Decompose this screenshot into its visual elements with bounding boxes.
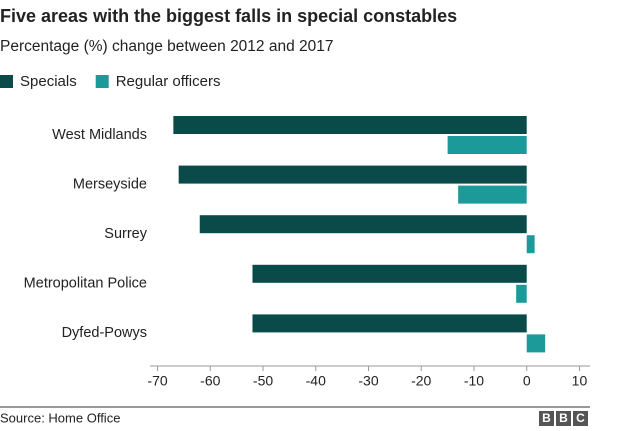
x-tick-label: -70 bbox=[147, 373, 167, 389]
y-tick-label: Metropolitan Police bbox=[24, 276, 147, 292]
logo-block bbox=[539, 411, 554, 426]
logo-letter: C bbox=[576, 411, 585, 425]
bar bbox=[252, 314, 527, 333]
y-tick-label: Surrey bbox=[104, 226, 147, 242]
logo-block bbox=[556, 411, 571, 426]
bar bbox=[173, 116, 527, 134]
logo-block bbox=[573, 411, 588, 426]
bar bbox=[199, 215, 527, 234]
bar bbox=[447, 136, 527, 154]
y-tick-label: Dyfed-Powys bbox=[62, 325, 147, 341]
x-tick-label: -50 bbox=[253, 373, 273, 389]
legend-swatch bbox=[95, 75, 109, 88]
x-tick-label: -60 bbox=[200, 373, 220, 389]
x-tick-label: 0 bbox=[523, 373, 531, 389]
x-tick-label: -20 bbox=[411, 373, 431, 389]
x-tick-label: -10 bbox=[464, 373, 484, 389]
legend-swatch bbox=[0, 75, 13, 88]
chart-subtitle: Percentage (%) change between 2012 and 2… bbox=[0, 38, 334, 55]
legend-label: Regular officers bbox=[116, 73, 221, 90]
x-tick-label: 10 bbox=[572, 373, 588, 389]
logo-letter: B bbox=[559, 411, 568, 425]
x-tick-label: -40 bbox=[306, 373, 326, 389]
y-tick-label: Merseyside bbox=[73, 176, 147, 192]
chart-title: Five areas with the biggest falls in spe… bbox=[0, 6, 457, 26]
y-tick-label: West Midlands bbox=[52, 127, 147, 143]
logo-letter: B bbox=[542, 411, 551, 425]
bar bbox=[526, 334, 546, 353]
bar bbox=[526, 235, 535, 254]
source: Source: Home Office bbox=[0, 410, 120, 425]
x-tick-label: -30 bbox=[358, 373, 378, 389]
bar bbox=[252, 264, 527, 283]
legend-label: Specials bbox=[20, 73, 77, 90]
bar bbox=[516, 284, 527, 303]
bar bbox=[178, 165, 527, 184]
bar bbox=[458, 185, 527, 204]
